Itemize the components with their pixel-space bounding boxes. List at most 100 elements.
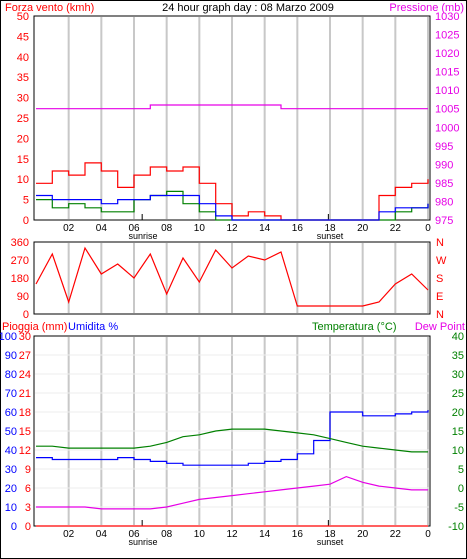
y-tick-temperature: 10 [452,445,464,457]
y-tick-rain: 24 [19,369,31,381]
y-tick-wind: 35 [17,72,29,84]
sunset-label-1: sunset [317,231,344,241]
y-tick-temperature: 20 [452,407,464,419]
x-tick-label: 12 [226,529,238,540]
y-tick-wind: 25 [17,113,29,125]
y-tick-rain: 3 [25,502,31,514]
y-tick-rain: 30 [19,331,31,343]
panel3-series [36,410,429,527]
panel3-x-ticks: 02 04 06 08 10 12 14 16 18 20 22 0 [63,529,431,540]
x-tick-label: 02 [63,529,75,540]
y-tick-compass: E [436,291,443,303]
sunrise-label-1: sunrise [128,231,157,241]
x-tick-label: 04 [96,529,108,540]
y-tick-wind: 20 [17,133,29,145]
panel1-left-axis: 0 5 10 15 20 25 30 35 40 45 50 [17,11,29,227]
x-tick-label: 22 [390,223,402,234]
y-tick-humidity: 60 [5,407,17,419]
panel1-right-axis: 975 980 985 990 995 1000 1005 1010 1015 1020 1025 1… [435,11,459,227]
y-tick-pressure: 980 [435,196,453,208]
y-tick-wind: 50 [17,11,29,23]
series-line-direction [35,246,429,307]
x-tick-label: 0 [425,529,431,540]
y-tick-direction: 0 [23,309,29,321]
y-tick-compass: W [436,255,447,267]
series-line-blue [36,410,429,466]
y-tick-pressure: 990 [435,159,453,171]
series-line-magenta [36,104,428,110]
y-tick-temperature: -10 [448,521,464,533]
y-tick-temperature: 5 [458,464,464,476]
y-tick-temperature: 15 [452,426,464,438]
y-tick-wind: 5 [23,195,29,207]
x-tick-label: 14 [259,529,271,540]
x-tick-label: 0 [425,223,431,234]
panel3-right-axis: -10 -5 0 5 10 15 20 25 30 35 40 [448,331,464,533]
y-tick-pressure: 995 [435,141,453,153]
y-tick-rain: 9 [25,464,31,476]
x-tick-label: 06 [128,529,140,540]
panel1-x-ticks: 02 04 06 08 10 12 14 16 18 20 22 0 [63,223,431,234]
temperature-label: Temperatura (°C) [312,321,396,333]
x-tick-label: 20 [357,529,369,540]
x-tick-label: 08 [161,223,173,234]
y-tick-rain: 0 [25,521,31,533]
y-tick-humidity: 20 [5,483,17,495]
y-tick-humidity: 40 [5,445,17,457]
y-tick-compass: N [436,237,444,249]
y-tick-temperature: 30 [452,369,464,381]
y-tick-humidity: 30 [5,464,17,476]
y-tick-compass: N [436,309,444,321]
panel1-grid [67,17,429,220]
y-tick-direction: 270 [11,255,29,267]
y-tick-wind: 40 [17,52,29,64]
y-tick-pressure: 1030 [435,11,459,23]
y-tick-direction: 180 [11,273,29,285]
y-tick-pressure: 975 [435,215,453,227]
x-tick-label: 20 [357,223,369,234]
y-tick-temperature: -5 [454,502,464,514]
panel2-left-axis: 0 90 180 270 360 [11,237,29,321]
panel2-series [35,246,429,307]
y-tick-humidity: 100 [0,331,17,343]
x-tick-label: 08 [161,529,173,540]
y-tick-wind: 10 [17,174,29,186]
y-tick-rain: 27 [19,350,31,362]
rain-label: Pioggia (mm) [2,321,67,333]
x-tick-label: 18 [324,529,336,540]
y-tick-rain: 18 [19,407,31,419]
sunset-label-3: sunset [317,537,344,547]
y-tick-temperature: 0 [458,483,464,495]
x-tick-label: 16 [292,223,304,234]
series-line-magenta [36,475,428,510]
series-line-blue [36,194,429,221]
y-tick-wind: 0 [23,215,29,227]
x-tick-label: 10 [194,529,206,540]
x-tick-label: 16 [292,529,304,540]
x-tick-label: 10 [194,223,206,234]
series-line-green [36,428,428,453]
y-tick-rain: 6 [25,483,31,495]
dewpoint-label: Dew Point [415,321,465,333]
y-tick-rain: 21 [19,388,31,400]
x-tick-label: 06 [128,223,140,234]
wind-force-label: Forza vento (kmh) [5,2,94,14]
graph-title: 24 hour graph day : 08 Marzo 2009 [162,2,334,14]
y-tick-wind: 30 [17,93,29,105]
y-tick-compass: S [436,273,443,285]
y-tick-pressure: 1025 [435,30,459,42]
y-tick-humidity: 90 [5,350,17,362]
y-tick-wind: 15 [17,154,29,166]
panel2-grid [67,243,429,313]
y-tick-pressure: 985 [435,178,453,190]
x-tick-label: 04 [96,223,108,234]
x-tick-label: 22 [390,529,402,540]
y-tick-direction: 90 [17,291,29,303]
y-tick-pressure: 1020 [435,48,459,60]
pressure-label: Pressione (mb) [389,2,464,14]
y-tick-temperature: 35 [452,350,464,362]
y-tick-temperature: 40 [452,331,464,343]
sunrise-label-3: sunrise [128,537,157,547]
